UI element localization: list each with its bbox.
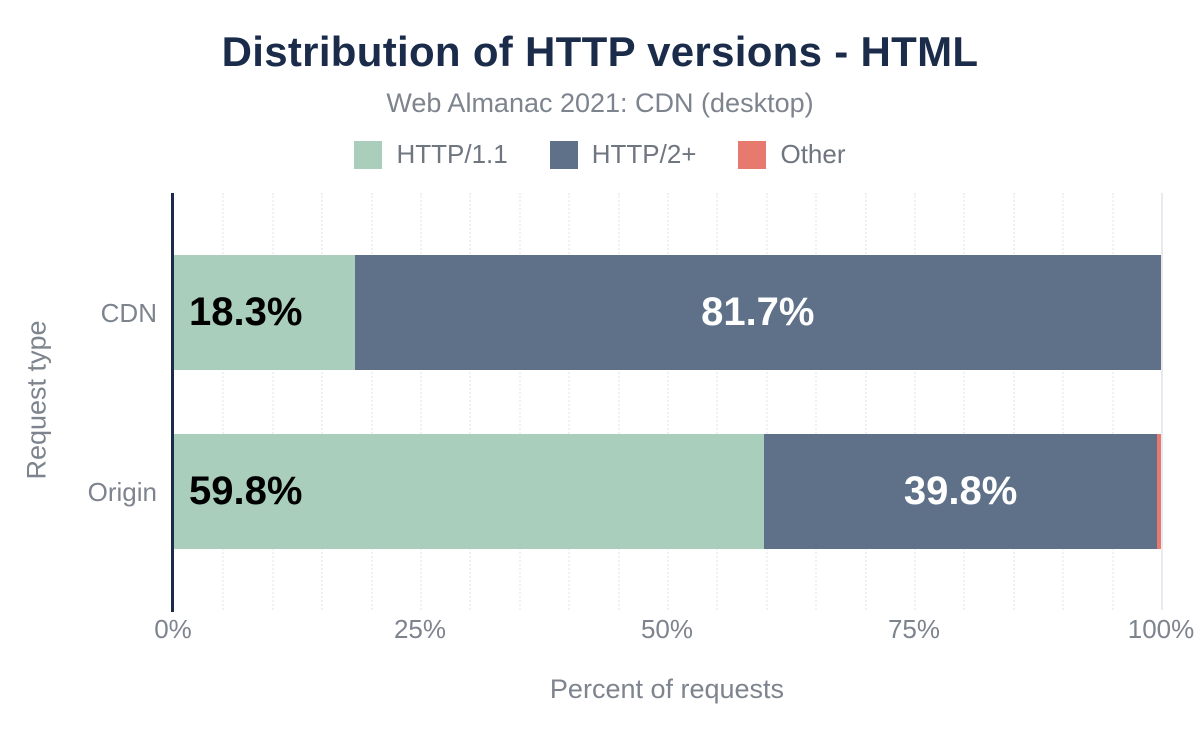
bar-segment: 39.8%	[764, 434, 1158, 549]
legend-swatch-icon	[549, 140, 578, 169]
legend-item-http2plus: HTTP/2+	[549, 139, 697, 170]
bar-segment: 18.3%	[174, 255, 355, 370]
gridline	[914, 193, 916, 610]
bar-value-label: 59.8%	[189, 469, 303, 513]
category-label: CDN	[100, 297, 157, 328]
legend-label: HTTP/2+	[591, 139, 697, 169]
bar-segment: 81.7%	[354, 255, 1161, 370]
bar-value-label: 18.3%	[189, 290, 303, 334]
legend: HTTP/1.1 HTTP/2+ Other	[0, 139, 1200, 170]
gridline	[420, 193, 422, 610]
gridline	[963, 193, 966, 610]
gridline	[271, 193, 274, 610]
legend-label: HTTP/1.1	[396, 139, 508, 169]
chart-title: Distribution of HTTP versions - HTML	[221, 28, 979, 75]
gridline	[716, 193, 719, 610]
gridline	[667, 193, 669, 610]
x-axis-title: Percent of requests	[549, 674, 785, 704]
bar-segment	[1157, 434, 1161, 549]
gridline	[1062, 193, 1065, 610]
bar-value-label: 39.8%	[903, 469, 1018, 513]
chart-subtitle: Web Almanac 2021: CDN (desktop)	[386, 88, 814, 118]
legend-swatch-icon	[354, 140, 383, 169]
x-tick-label: 75%	[887, 614, 941, 644]
x-tick-label: 25%	[393, 614, 447, 644]
gridline	[518, 193, 521, 610]
gridline	[1111, 193, 1114, 610]
legend-item-other: Other	[738, 139, 846, 170]
legend-swatch-icon	[738, 140, 767, 169]
bar-cdn: 18.3% 81.7%	[174, 255, 1161, 370]
x-tick-label: 0%	[154, 614, 192, 644]
legend-label: Other	[780, 139, 846, 169]
gridline	[568, 193, 571, 610]
gridline	[469, 193, 472, 610]
gridline	[815, 193, 818, 610]
bar-segment: 59.8%	[174, 434, 765, 549]
bar-origin: 59.8% 39.8%	[174, 434, 1161, 549]
gridline	[222, 193, 225, 610]
gridline	[321, 193, 324, 610]
bar-value-label: 81.7%	[701, 290, 815, 334]
gridline	[617, 193, 620, 610]
gridline	[765, 193, 768, 610]
category-label: Origin	[87, 476, 157, 507]
y-axis-title: Request type	[21, 320, 52, 480]
gridline	[370, 193, 373, 610]
legend-item-http11: HTTP/1.1	[354, 139, 508, 170]
y-axis-line	[171, 193, 174, 612]
gridline	[1161, 193, 1163, 610]
plot-area: 18.3% 81.7% 59.8% 39.8% 0% 25% 50% 75% 100%	[154, 193, 1194, 644]
gridline	[864, 193, 867, 610]
x-tick-label: 100%	[1127, 614, 1195, 644]
gridline	[1012, 193, 1015, 610]
x-tick-label: 50%	[640, 614, 694, 644]
